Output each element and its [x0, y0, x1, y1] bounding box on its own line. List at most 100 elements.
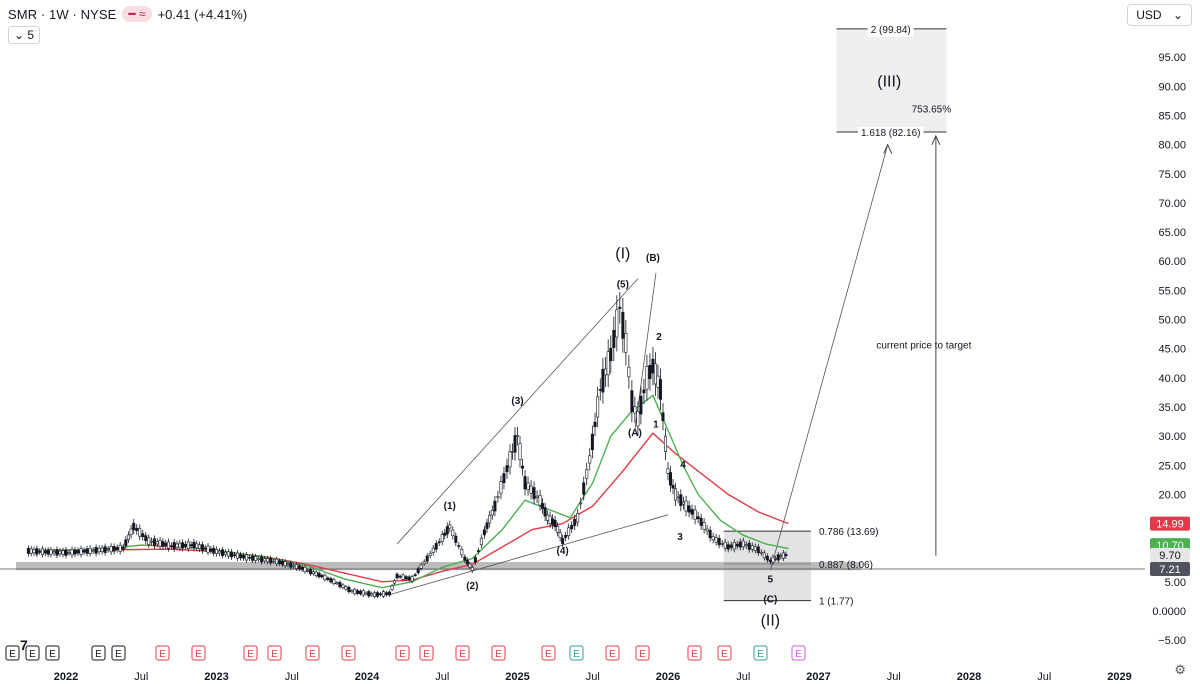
earnings-marker[interactable] [267, 645, 282, 661]
candle-body [275, 558, 279, 565]
ma-red-line [28, 432, 789, 583]
candle-body [425, 555, 429, 562]
currency-select[interactable]: USD ⌄ [1127, 4, 1192, 26]
price-badge [1150, 516, 1190, 531]
candle-body [463, 556, 467, 561]
earnings-marker[interactable] [605, 645, 620, 661]
candle-body [358, 590, 362, 595]
candle-body [468, 563, 472, 568]
wave-label: (5) [617, 279, 629, 290]
earnings-marker[interactable] [687, 645, 702, 661]
candle-body [181, 542, 185, 549]
earnings-marker[interactable] [243, 645, 258, 661]
interval-toggle[interactable]: ⌄ 5 [8, 26, 41, 44]
candle-body [311, 571, 315, 575]
candle-body [141, 533, 145, 538]
earnings-marker[interactable] [791, 645, 806, 661]
earnings-marker-label: E [159, 649, 166, 660]
symbol-title[interactable]: SMR · 1W · NYSE [8, 6, 117, 22]
candle-body [286, 563, 290, 566]
candle-body [779, 555, 783, 558]
candle-body [58, 550, 62, 555]
y-tick-label: 70.00 [1158, 198, 1186, 210]
candle-body [390, 585, 394, 590]
candle-body [161, 541, 165, 547]
earnings-marker[interactable] [717, 645, 732, 661]
candle-body [35, 548, 39, 555]
candle-body [774, 557, 778, 560]
candle-body [46, 549, 50, 555]
candle-body [720, 542, 724, 545]
earnings-marker[interactable] [455, 645, 470, 661]
earnings-marker[interactable] [91, 645, 106, 661]
candle-body [320, 574, 324, 578]
earnings-marker-label: E [247, 649, 254, 660]
candle-body [738, 541, 742, 548]
candle-body [144, 535, 148, 541]
candle-body [329, 578, 333, 583]
earnings-marker[interactable] [45, 645, 60, 661]
candle-body [645, 366, 649, 390]
candle-body [750, 545, 754, 550]
earnings-marker[interactable] [5, 645, 20, 661]
earnings-marker[interactable] [569, 645, 584, 661]
y-tick-label: 95.00 [1158, 52, 1186, 64]
candle-body [278, 560, 282, 564]
candle-body [735, 543, 739, 547]
x-tick-label: Jul [1037, 671, 1051, 683]
candle-body [422, 561, 426, 564]
candle-body [593, 421, 597, 428]
candle-body [651, 358, 655, 374]
candle-body [744, 544, 748, 546]
earnings-marker[interactable] [191, 645, 206, 661]
price-badge-label: 9.70 [1159, 550, 1180, 562]
candle-body [233, 554, 237, 557]
earnings-marker[interactable] [395, 645, 410, 661]
earnings-marker-label: E [795, 649, 802, 660]
candle-body [508, 451, 512, 468]
candle-body [300, 566, 304, 570]
wave-indicator-icon[interactable]: ━ ≈ [122, 6, 152, 22]
candle-body [476, 550, 480, 552]
earnings-marker[interactable] [419, 645, 434, 661]
earnings-marker[interactable] [155, 645, 170, 661]
candle-body [570, 525, 574, 530]
earnings-marker[interactable] [341, 645, 356, 661]
candle-body [212, 547, 216, 554]
chevron-down-icon: ⌄ [14, 28, 25, 42]
earnings-marker-label: E [691, 649, 698, 660]
candle-body [781, 552, 785, 559]
candle-body [604, 368, 608, 376]
gear-icon[interactable]: ⚙ [1174, 662, 1186, 677]
candle-body [364, 592, 368, 595]
candle-body [103, 546, 107, 553]
earnings-marker[interactable] [25, 645, 40, 661]
y-tick-label: 60.00 [1158, 256, 1186, 268]
candle-body [251, 555, 255, 561]
earnings-marker-label: E [345, 649, 352, 660]
candle-body [579, 502, 583, 505]
candle-body [192, 541, 196, 549]
candle-body [155, 541, 159, 545]
wave-label: 3 [677, 532, 683, 543]
earnings-marker[interactable] [541, 645, 556, 661]
candle-body [590, 433, 594, 451]
candle-body [630, 390, 634, 412]
earnings-marker[interactable] [635, 645, 650, 661]
candle-body [705, 528, 709, 532]
candle-body [248, 556, 252, 559]
earnings-marker[interactable] [753, 645, 768, 661]
candle-body [756, 546, 760, 554]
earnings-marker[interactable] [111, 645, 126, 661]
candle-body [150, 540, 154, 543]
earnings-marker[interactable] [491, 645, 506, 661]
candle-body [717, 538, 721, 546]
candle-body [314, 571, 318, 576]
candle-body [317, 572, 321, 578]
trendline [389, 514, 669, 596]
wave-label: 5 [768, 574, 774, 585]
candle-body [612, 329, 616, 348]
x-tick-label: Jul [435, 671, 449, 683]
earnings-marker[interactable] [305, 645, 320, 661]
